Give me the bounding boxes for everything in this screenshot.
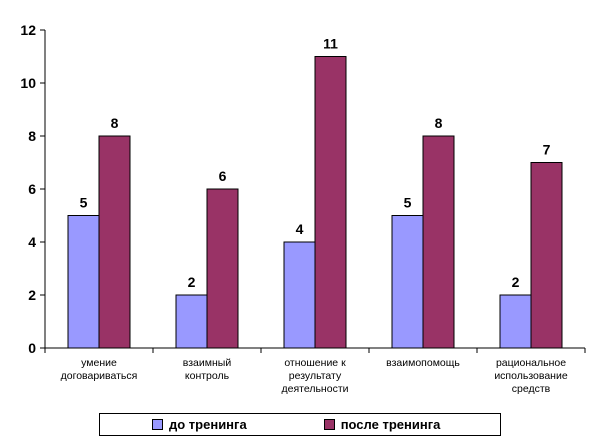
legend-label-after: после тренинга	[340, 417, 441, 432]
category-label: деятельности	[282, 383, 349, 395]
legend-swatch-before	[152, 419, 163, 430]
category-label: рациональное	[496, 357, 566, 369]
bar-before	[283, 241, 316, 349]
bar-after	[206, 188, 239, 349]
data-label: 8	[111, 115, 119, 131]
category-label: взаимный	[183, 357, 232, 369]
category-label: результату	[289, 370, 342, 382]
legend-item-before: до тренинга	[152, 417, 247, 432]
legend-label-before: до тренинга	[169, 417, 247, 432]
y-tick-label: 2	[28, 287, 36, 303]
data-label: 6	[219, 168, 227, 184]
category-label: договариваться	[61, 370, 138, 382]
data-label: 4	[296, 221, 304, 237]
data-label: 7	[543, 142, 551, 158]
y-tick-label: 8	[28, 128, 36, 144]
data-label: 11	[323, 36, 338, 52]
category-label: контроль	[185, 370, 230, 382]
bar-before	[391, 215, 424, 349]
data-label: 8	[435, 115, 443, 131]
bar-after	[98, 135, 131, 349]
legend-item-after: после тренинга	[323, 417, 441, 432]
category-label: умение	[81, 357, 117, 369]
category-label: отношение к	[284, 357, 346, 369]
bar-after	[314, 56, 347, 349]
y-tick-label: 4	[28, 234, 36, 250]
data-label: 5	[404, 195, 412, 211]
y-tick-label: 10	[20, 75, 36, 91]
y-tick-label: 0	[28, 340, 36, 356]
bar-before	[499, 294, 532, 349]
legend: до тренинга после тренинга	[99, 413, 501, 436]
category-label: использование	[494, 370, 568, 382]
data-label: 2	[188, 274, 196, 290]
category-label: средств	[512, 383, 551, 395]
data-label: 2	[512, 274, 520, 290]
data-label: 5	[80, 195, 88, 211]
y-tick-label: 6	[28, 181, 36, 197]
legend-swatch-after	[323, 419, 335, 430]
bar-after	[422, 135, 455, 349]
bar-before	[67, 215, 100, 349]
bar-after	[530, 162, 563, 349]
category-label: взаимопомощь	[386, 357, 460, 369]
bar-before	[175, 294, 208, 349]
y-tick-label: 12	[20, 22, 36, 38]
